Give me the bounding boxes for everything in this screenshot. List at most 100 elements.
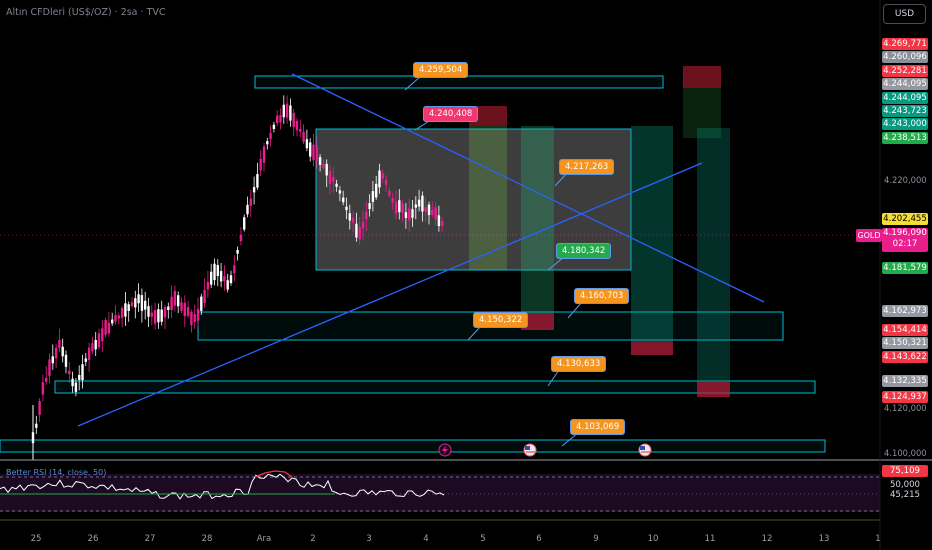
price-annotation[interactable]: 4.180,342 [556,243,612,259]
candle-body [315,146,318,161]
price-tick: 4.220,000 [884,175,927,185]
us-flag-icon[interactable] [638,443,652,457]
candle-body [371,191,375,202]
position-box-4-stop[interactable] [683,66,721,88]
price-annotation[interactable]: 4.240,408 [423,106,479,122]
symbol-tag: GOLD [856,229,882,242]
lightning-icon[interactable] [438,443,452,457]
candle-body [246,204,249,215]
time-label: 3 [366,534,372,544]
price-annotation[interactable]: 4.160,703 [574,288,630,304]
candle-body [160,309,163,322]
candle-body [223,276,226,282]
candle-body [58,339,61,348]
ascending-trendline[interactable] [77,162,703,427]
price-label: 4.154,414 [882,324,928,336]
time-label: 27 [144,534,156,544]
candle-body [249,198,252,206]
candle-body [64,354,68,367]
rsi-value: 45,215 [882,489,928,501]
candle-body [325,163,328,176]
candle-body [140,295,144,311]
rsi-value: 75,109 [882,465,928,477]
candle-body [68,370,71,375]
position-box-5-profit[interactable] [697,128,730,382]
candle-body [183,302,186,317]
position-box-5-stop[interactable] [697,382,730,397]
zone-4103[interactable] [0,439,826,453]
price-annotation[interactable]: 4.150,322 [473,312,529,328]
candle-body [144,300,147,310]
candlestick-series [31,95,444,460]
price-tick: 4.120,000 [884,403,927,413]
candle-body [302,131,305,142]
candle-body [269,132,272,140]
candle-body [84,358,87,362]
candle-body [35,423,38,428]
candle-body [305,139,309,149]
candle-body [41,382,45,395]
candle-body [229,275,233,284]
price-label: 4.244,095 [882,92,928,104]
price-annotation[interactable]: 4.259,504 [413,62,469,78]
candle-body [276,115,279,124]
position-box-2-stop[interactable] [521,313,554,330]
candle-body [190,311,193,326]
candle-body [91,343,94,352]
candle-body [243,217,246,230]
candle-body [226,280,229,290]
candle-body [101,328,104,342]
descending-trendline[interactable] [291,73,765,303]
current-price-value: 4.196,090 [883,228,927,238]
annotation-pointer [547,369,560,387]
candle-body [431,209,434,215]
candle-body [408,208,411,221]
candle-body [193,314,196,323]
candle-body [318,157,322,165]
price-label: 4.243,723 [882,105,928,117]
price-label: 4.202,455 [882,213,928,225]
price-label: 4.244,095 [882,78,928,90]
candle-body [361,221,365,229]
candle-body [358,226,361,240]
candle-body [381,173,384,179]
countdown: 02:17 [892,239,918,249]
zone-4130[interactable] [54,380,816,394]
candle-body [394,202,398,214]
candle-body [335,183,338,187]
position-box-4-profit[interactable] [683,88,721,138]
annotation-pointer [554,172,568,187]
candle-body [289,105,292,121]
candle-body [74,382,78,392]
candle-body [177,295,180,307]
position-box-1-profit[interactable] [469,125,507,270]
candle-body [120,308,124,318]
candle-body [414,204,417,208]
candle-body [384,179,388,186]
position-box-3-stop[interactable] [631,341,673,355]
annotation-pointer [547,256,565,271]
price-annotation[interactable]: 4.130,633 [551,356,607,372]
candle-body [355,223,358,238]
position-box-1-stop[interactable] [469,106,507,125]
position-box-3-profit[interactable] [631,126,673,341]
candle-body [130,302,134,307]
candle-body [111,319,114,324]
rsi-indicator-label[interactable]: Better RSI (14, close, 50) [6,468,107,477]
candle-body [186,307,190,316]
time-label: 4 [423,534,429,544]
candle-body [233,265,236,274]
time-label: Ara [256,534,272,544]
candle-body [78,374,81,380]
candle-body [48,359,51,376]
candle-body [134,298,137,308]
candle-body [71,378,74,387]
candle-body [309,142,312,157]
position-box-2-profit[interactable] [521,126,554,313]
price-annotation[interactable]: 4.103,069 [570,419,626,435]
currency-button[interactable]: USD [883,4,926,24]
price-label: 4.181,579 [882,262,928,274]
price-annotation[interactable]: 4.217,263 [559,159,615,175]
us-flag-icon[interactable] [523,443,537,457]
